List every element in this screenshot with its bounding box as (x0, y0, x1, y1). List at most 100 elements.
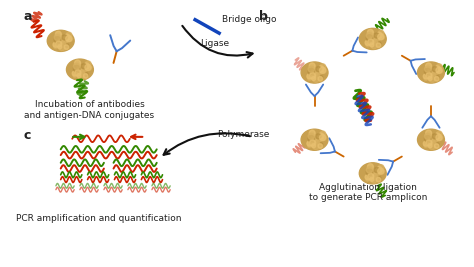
Circle shape (426, 63, 431, 69)
Circle shape (427, 141, 430, 145)
Circle shape (373, 36, 379, 43)
Circle shape (427, 74, 430, 77)
Circle shape (87, 63, 90, 66)
Ellipse shape (418, 129, 445, 150)
Circle shape (437, 70, 439, 73)
Circle shape (431, 137, 438, 144)
Circle shape (67, 37, 73, 42)
Circle shape (316, 134, 321, 139)
Circle shape (366, 167, 373, 173)
Circle shape (373, 38, 376, 41)
Circle shape (65, 44, 69, 48)
Circle shape (320, 137, 323, 140)
Circle shape (380, 35, 384, 40)
Circle shape (426, 140, 432, 146)
Circle shape (378, 34, 384, 40)
Circle shape (370, 34, 376, 41)
Circle shape (310, 140, 316, 146)
Text: a: a (23, 10, 32, 23)
Circle shape (68, 34, 71, 37)
Text: Incubation of antibodies
and antigen-DNA conjugates: Incubation of antibodies and antigen-DNA… (25, 100, 155, 120)
Circle shape (308, 135, 315, 142)
Circle shape (315, 139, 318, 142)
Circle shape (380, 167, 383, 170)
Circle shape (436, 67, 442, 73)
Text: b: b (259, 10, 268, 23)
Circle shape (85, 61, 91, 67)
Circle shape (438, 134, 441, 137)
Circle shape (318, 77, 322, 81)
Circle shape (378, 36, 381, 39)
Ellipse shape (359, 163, 386, 184)
Circle shape (378, 30, 384, 36)
Circle shape (429, 144, 435, 150)
Circle shape (428, 141, 432, 145)
Circle shape (438, 134, 441, 136)
Circle shape (366, 43, 370, 47)
Circle shape (377, 42, 381, 46)
Ellipse shape (301, 62, 328, 83)
Circle shape (370, 177, 374, 181)
Circle shape (307, 141, 312, 146)
Circle shape (431, 72, 434, 75)
Circle shape (309, 130, 315, 136)
Circle shape (56, 41, 62, 47)
Circle shape (315, 72, 318, 75)
Circle shape (434, 133, 440, 139)
Circle shape (428, 76, 432, 81)
Circle shape (371, 177, 377, 183)
Circle shape (322, 66, 325, 69)
Circle shape (434, 77, 439, 81)
Circle shape (55, 34, 61, 41)
Circle shape (429, 77, 435, 83)
Circle shape (438, 66, 441, 69)
Circle shape (437, 131, 442, 137)
Circle shape (77, 65, 83, 71)
Circle shape (431, 70, 438, 77)
Circle shape (378, 168, 384, 174)
Circle shape (432, 141, 436, 144)
Circle shape (62, 42, 65, 45)
Circle shape (308, 144, 311, 148)
Circle shape (438, 66, 441, 69)
Circle shape (424, 77, 428, 80)
Circle shape (311, 141, 316, 145)
Text: Bridge oligo: Bridge oligo (222, 15, 276, 24)
Circle shape (80, 69, 83, 72)
Circle shape (308, 77, 311, 80)
Circle shape (313, 144, 319, 150)
Circle shape (425, 66, 431, 72)
Circle shape (322, 66, 325, 69)
Circle shape (318, 144, 322, 148)
Circle shape (319, 67, 326, 73)
Circle shape (62, 35, 67, 40)
Circle shape (432, 66, 438, 72)
Circle shape (83, 74, 88, 78)
Circle shape (366, 32, 373, 39)
Circle shape (374, 40, 378, 44)
Circle shape (313, 77, 319, 83)
Circle shape (64, 45, 69, 49)
Circle shape (76, 70, 81, 75)
Circle shape (315, 70, 321, 77)
Circle shape (374, 167, 379, 172)
Circle shape (376, 167, 382, 173)
Circle shape (380, 33, 383, 36)
Circle shape (72, 71, 77, 76)
Circle shape (366, 178, 370, 181)
Circle shape (434, 66, 440, 72)
Circle shape (55, 31, 61, 37)
Circle shape (87, 65, 91, 70)
Circle shape (374, 174, 378, 178)
Circle shape (378, 165, 384, 170)
Circle shape (366, 35, 373, 41)
Circle shape (424, 144, 428, 148)
Circle shape (368, 41, 372, 44)
Circle shape (435, 143, 439, 147)
Circle shape (308, 133, 314, 139)
Circle shape (57, 42, 62, 46)
Circle shape (370, 43, 374, 47)
Circle shape (376, 32, 382, 38)
Circle shape (66, 36, 72, 42)
Circle shape (61, 40, 64, 43)
